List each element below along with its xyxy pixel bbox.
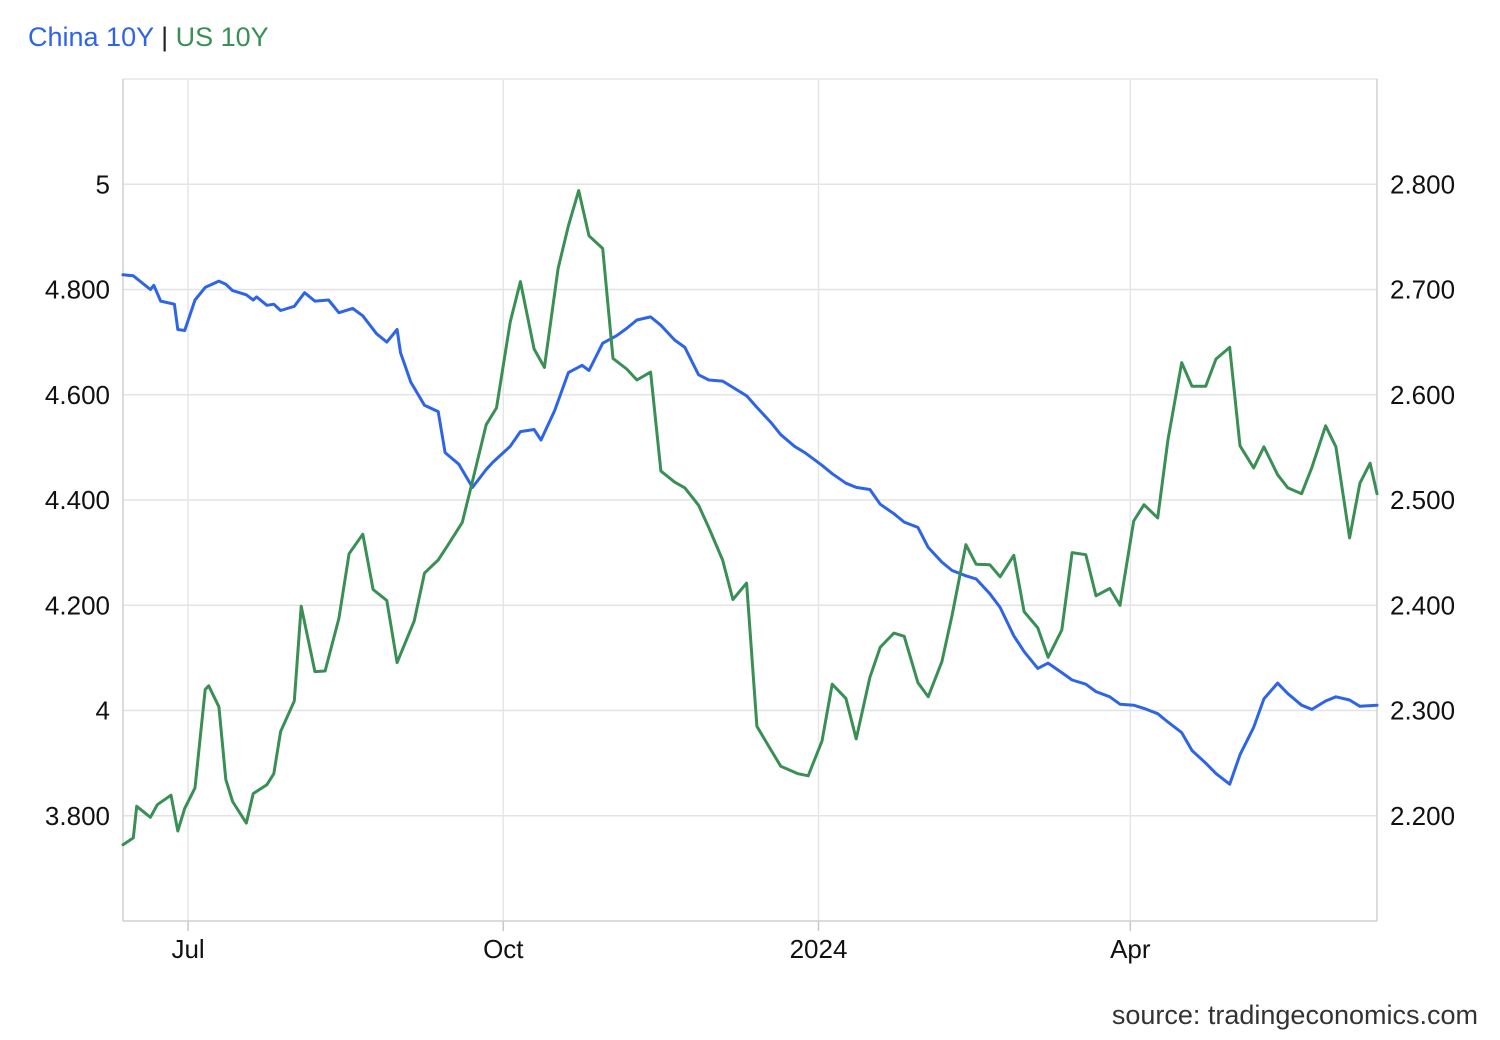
chart-title: China 10Y | US 10Y (28, 22, 269, 53)
series-line-china-10y (121, 273, 1379, 786)
source-label: source: tradingeconomics.com (1111, 1000, 1478, 1030)
y-left-tick-label: 3.800 (45, 801, 110, 831)
y-left-tick-label: 4 (96, 696, 110, 726)
x-tick-label: 2024 (790, 934, 848, 964)
y-right-tick-label: 2.300 (1390, 696, 1455, 726)
series-line-us-10y (121, 189, 1379, 847)
y-right-tick-label: 2.500 (1390, 485, 1455, 515)
axes (122, 79, 1378, 931)
y-right-tick-label: 2.400 (1390, 590, 1455, 620)
y-left-tick-label: 4.800 (45, 275, 110, 305)
y-left-tick-label: 4.200 (45, 590, 110, 620)
title-separator: | (153, 22, 176, 52)
y-right-tick-label: 2.600 (1390, 380, 1455, 410)
series-lines (121, 189, 1379, 847)
y-left-tick-label: 4.600 (45, 380, 110, 410)
grid-lines (123, 78, 1377, 921)
x-tick-label: Apr (1110, 934, 1151, 964)
x-tick-label: Oct (483, 934, 524, 964)
y-left-tick-label: 5 (96, 169, 110, 199)
y-left-tick-label: 4.400 (45, 485, 110, 515)
y-right-tick-label: 2.800 (1390, 169, 1455, 199)
y-right-tick-label: 2.200 (1390, 801, 1455, 831)
title-us: US 10Y (175, 22, 269, 52)
title-china: China 10Y (28, 22, 154, 52)
tick-labels: 3.800 4 4.200 4.400 4.600 4.800 5 2.200 2.300 2.4… (45, 169, 1455, 964)
y-right-tick-label: 2.700 (1390, 275, 1455, 305)
x-tick-label: Jul (171, 934, 204, 964)
